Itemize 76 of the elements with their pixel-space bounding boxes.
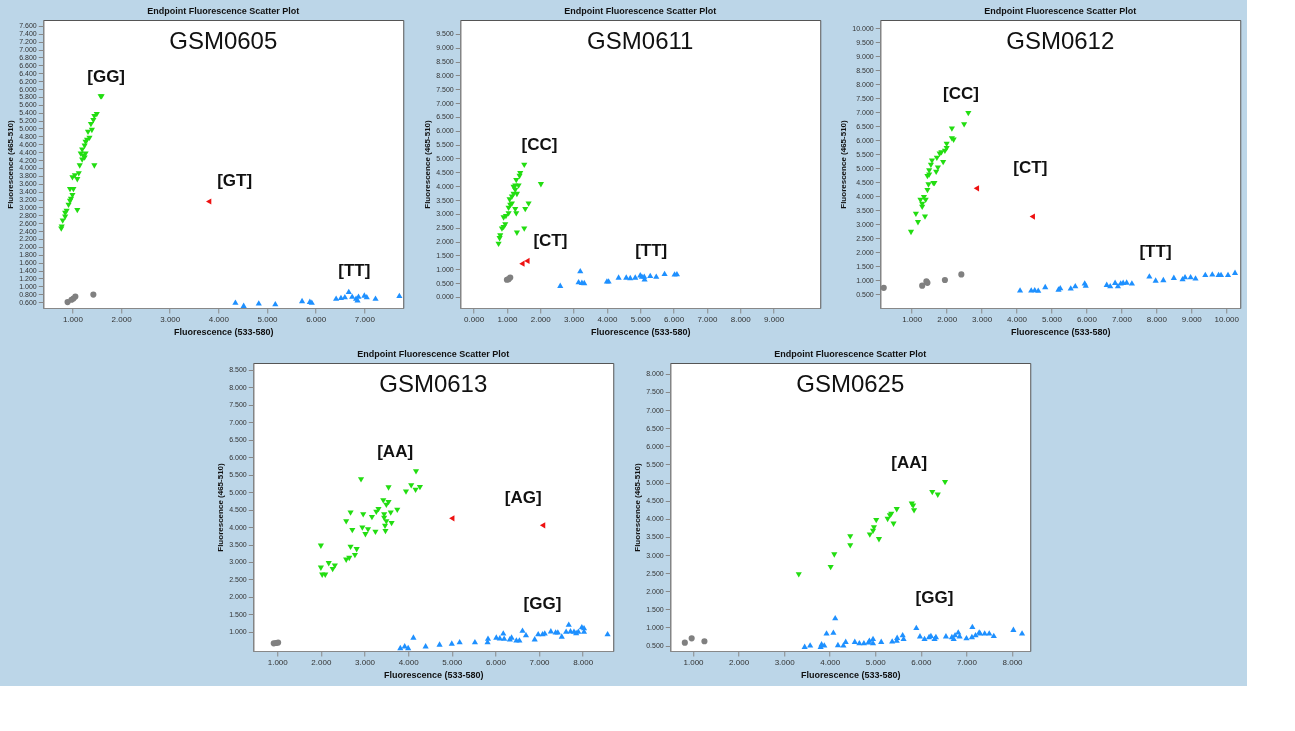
x-tick-label: 7.000	[1111, 314, 1133, 324]
x-tick-label: 5.000	[1042, 314, 1063, 324]
annotation: [CC]	[521, 135, 558, 155]
annotation: [CT]	[533, 230, 568, 250]
y-axis-title: Fluorescence (465-510)	[839, 119, 849, 209]
x-tick-label: 1.000	[62, 314, 84, 324]
x-tick-label: 7.000	[354, 314, 376, 324]
x-tick-label: 8.000	[1146, 314, 1168, 324]
x-tick-label: 3.000	[160, 314, 181, 324]
annotation: [AG]	[504, 488, 542, 508]
x-tick-label: 6.000	[1076, 314, 1098, 324]
chart-title: Endpoint Fluorescence Scatter Plot	[147, 6, 300, 16]
chart-subtitle: GSM0612	[1006, 27, 1115, 54]
annotation: [CT]	[1013, 158, 1048, 178]
chart-subtitle: GSM0613	[379, 370, 488, 397]
x-axis-title: Fluorescence (533-580)	[590, 326, 691, 337]
x-tick-label: 1.000	[683, 657, 705, 667]
x-axis-title: Fluorescence (533-580)	[173, 326, 274, 337]
x-tick-label: 4.000	[1007, 314, 1028, 324]
annotation: [GG]	[915, 587, 954, 607]
chart-title: Endpoint Fluorescence Scatter Plot	[774, 349, 927, 359]
x-tick-label: 3.000	[355, 657, 376, 667]
x-axis-title: Fluorescence (533-580)	[383, 669, 484, 680]
x-tick-label: 7.000	[529, 657, 551, 667]
annotation: [AA]	[891, 452, 928, 472]
x-tick-label: 4.000	[208, 314, 230, 324]
x-tick-label: 9.000	[764, 314, 785, 324]
x-tick-label: 8.000	[573, 657, 594, 667]
x-tick-label: 2.000	[311, 657, 332, 667]
x-tick-label: 4.000	[398, 657, 420, 667]
x-tick-label: 7.000	[697, 314, 718, 324]
x-tick-label: 5.000	[630, 314, 652, 324]
chart-subtitle: GSM0611	[587, 27, 694, 54]
y-axis-title: Fluorescence (465-510)	[423, 119, 433, 209]
x-tick-label: 2.000	[530, 314, 552, 324]
x-tick-label: 3.000	[972, 314, 993, 324]
x-tick-label: 2.000	[111, 314, 133, 324]
x-tick-label: 2.000	[729, 657, 750, 667]
x-tick-label: 8.000	[1002, 657, 1024, 667]
annotation: [GT]	[217, 171, 253, 191]
x-tick-label: 6.000	[485, 657, 507, 667]
x-tick-label: 10.000	[1214, 314, 1240, 324]
x-tick-label: 1.000	[497, 314, 518, 324]
x-tick-label: 5.000	[865, 657, 887, 667]
x-tick-label: 0.000	[464, 314, 485, 324]
annotation: [GG]	[523, 594, 562, 614]
chart-subtitle: GSM0625	[796, 370, 905, 397]
x-tick-label: 7.000	[956, 657, 978, 667]
chart-title: Endpoint Fluorescence Scatter Plot	[357, 349, 510, 359]
annotation: [GG]	[87, 66, 126, 86]
x-tick-label: 5.000	[257, 314, 279, 324]
x-tick-label: 2.000	[937, 314, 958, 324]
y-axis-title: Fluorescence (465-510)	[633, 462, 643, 552]
x-tick-label: 3.000	[564, 314, 585, 324]
annotation: [TT]	[635, 240, 668, 260]
chart-subtitle: GSM0605	[169, 27, 278, 54]
x-tick-label: 3.000	[774, 657, 796, 667]
y-axis-title: Fluorescence (465-510)	[216, 462, 226, 552]
x-tick-label: 6.000	[306, 314, 327, 324]
x-axis-title: Fluorescence (533-580)	[800, 669, 901, 680]
x-tick-label: 1.000	[902, 314, 923, 324]
y-axis-title: Fluorescence (465-510)	[6, 119, 16, 209]
annotation: [CC]	[943, 83, 979, 103]
x-tick-label: 6.000	[664, 314, 685, 324]
x-axis-title: Fluorescence (533-580)	[1010, 326, 1111, 337]
x-tick-label: 8.000	[730, 314, 752, 324]
x-tick-label: 4.000	[597, 314, 618, 324]
chart-title: Endpoint Fluorescence Scatter Plot	[564, 6, 717, 16]
x-tick-label: 6.000	[911, 657, 932, 667]
annotation: [AA]	[377, 441, 414, 461]
annotation: [TT]	[338, 261, 371, 281]
x-tick-label: 4.000	[820, 657, 841, 667]
chart-title: Endpoint Fluorescence Scatter Plot	[984, 6, 1137, 16]
x-tick-label: 9.000	[1181, 314, 1203, 324]
x-tick-label: 1.000	[267, 657, 289, 667]
annotation: [TT]	[1139, 242, 1172, 262]
